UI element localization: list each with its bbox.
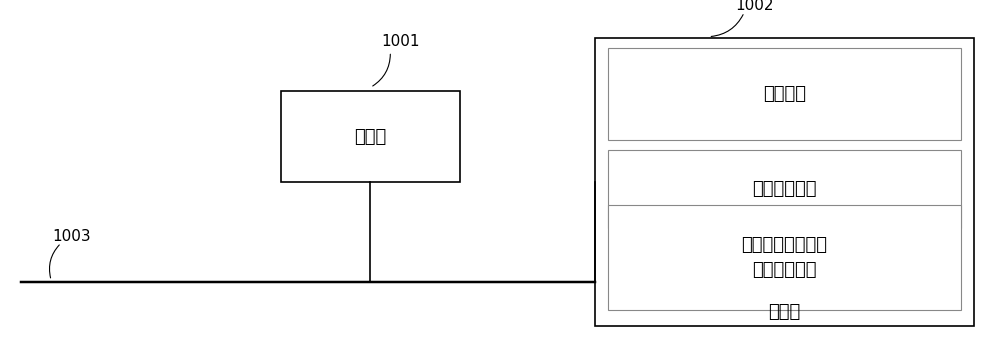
- FancyBboxPatch shape: [595, 38, 974, 326]
- FancyBboxPatch shape: [608, 150, 961, 228]
- Text: 1002: 1002: [735, 0, 774, 13]
- Text: 存傂器: 存傂器: [768, 303, 800, 321]
- Text: 操作系统: 操作系统: [763, 85, 806, 103]
- Text: 处理器: 处理器: [354, 127, 386, 145]
- FancyBboxPatch shape: [608, 205, 961, 310]
- Text: 网络通信模块: 网络通信模块: [752, 180, 816, 198]
- Text: 1001: 1001: [381, 34, 420, 49]
- FancyBboxPatch shape: [608, 48, 961, 140]
- Text: 1003: 1003: [52, 229, 91, 244]
- FancyBboxPatch shape: [281, 91, 460, 182]
- Text: 基于无人派送车的
物品拒收程序: 基于无人派送车的 物品拒收程序: [741, 236, 827, 279]
